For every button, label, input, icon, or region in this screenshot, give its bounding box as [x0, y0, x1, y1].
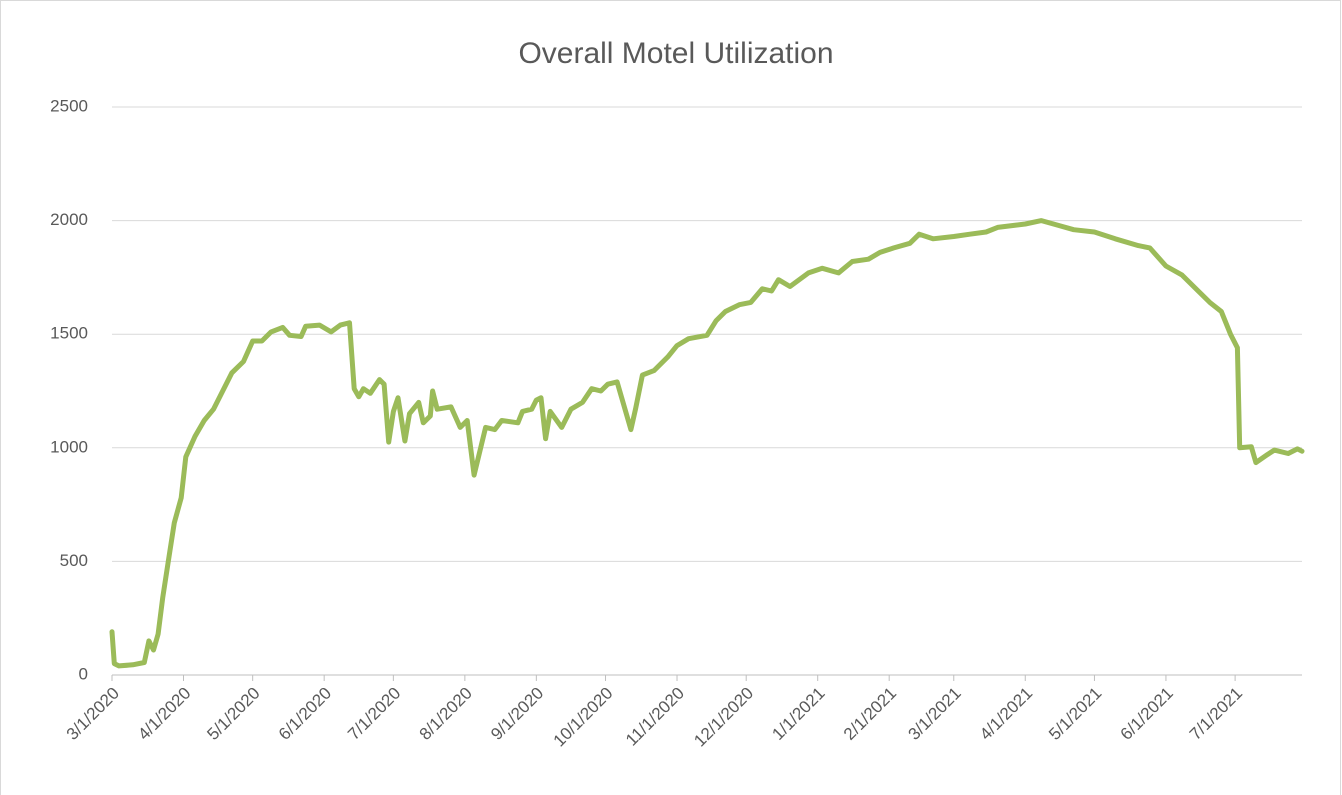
- y-tick-label: 2500: [50, 96, 88, 115]
- y-tick-label: 2000: [50, 210, 88, 229]
- chart-title: Overall Motel Utilization: [518, 37, 833, 70]
- y-tick-label: 1500: [50, 324, 88, 343]
- data-line: [109, 218, 1305, 669]
- y-tick-label: 500: [60, 551, 88, 570]
- y-tick-label: 1000: [50, 437, 88, 456]
- y-tick-label: 0: [79, 664, 88, 683]
